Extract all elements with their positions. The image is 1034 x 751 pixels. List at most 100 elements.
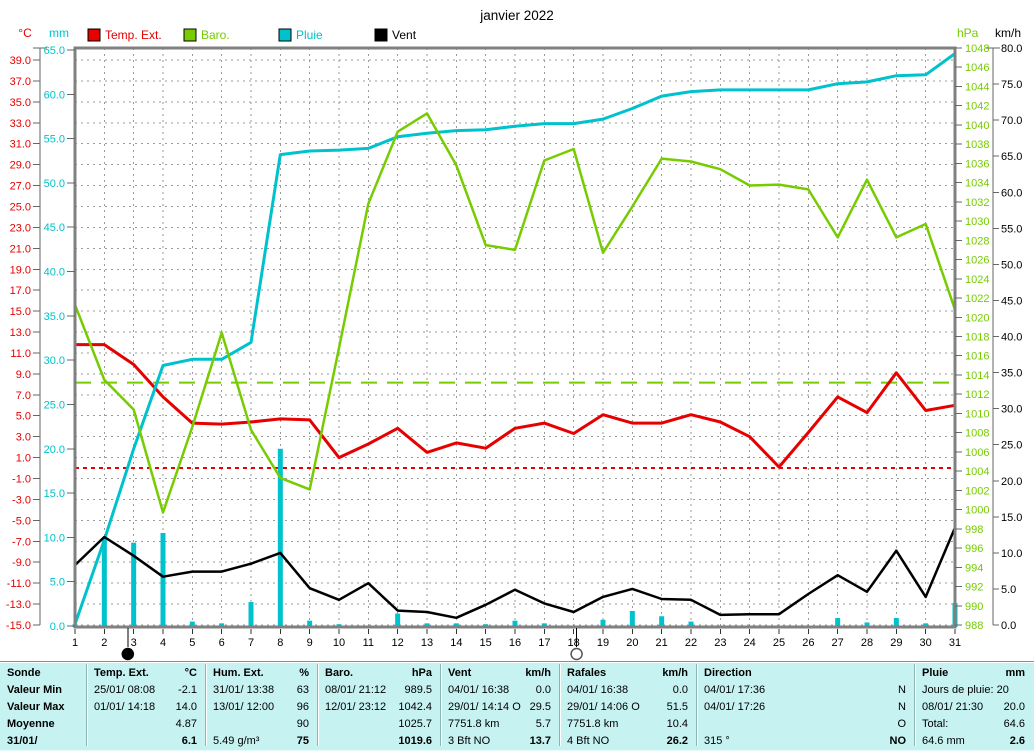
baro-axis-tick-label: 998 [965, 524, 983, 536]
temp-axis-tick-label: 11.0 [10, 348, 31, 360]
wind-axis-tick-label: 5.0 [1001, 584, 1016, 596]
row-label-valeur-max: Valeur Max [7, 701, 65, 713]
rain-daily-bar [424, 623, 430, 627]
table-column-rafales: Rafales km/h 04/01/ 16:38 0.0 29/01/ 14:06 O… [560, 665, 697, 750]
temp-axis-tick-label: -9.0 [12, 557, 31, 569]
table-cell-value: 10.4 [666, 718, 688, 730]
table-cell-text: 64.6 mm [922, 735, 965, 747]
wind-axis-tick-label: 75.0 [1001, 79, 1022, 91]
rain-daily-bar [453, 623, 459, 627]
rain-daily-bar [835, 618, 841, 627]
table-cell-text: 01/01/ 14:18 [94, 701, 156, 713]
day-label: 25 [773, 637, 785, 649]
table-cell-text: 29/01/ 14:14 O [448, 701, 521, 713]
legend-swatch-baro [183, 28, 197, 42]
row-label-valeur-min: Valeur Min [7, 684, 63, 696]
table-cell-value: 96 [296, 701, 309, 713]
table-header-title: Vent [448, 667, 472, 679]
rain-daily-bar [160, 532, 166, 627]
baro-axis-tick-label: 1026 [965, 255, 989, 267]
rain-daily-bar [659, 616, 665, 627]
table-cell-value: NO [889, 735, 907, 747]
table-cell-text: 5.49 g/m³ [213, 735, 260, 747]
rain-axis-tick-label: 20.0 [44, 444, 65, 456]
temp-axis-tick-label: 7.0 [16, 390, 31, 402]
table-cell-value: 29.5 [529, 701, 551, 713]
day-label: 30 [920, 637, 932, 649]
table-cell-text: 04/01/ 16:38 [567, 684, 629, 696]
table-column-divider [559, 664, 561, 746]
day-label: 7 [248, 637, 254, 649]
baro-axis-tick-label: 1008 [965, 428, 989, 440]
temp-axis-tick-label: 35.0 [10, 97, 31, 109]
wind-axis-tick-label: 60.0 [1001, 187, 1022, 199]
day-label: 10 [333, 637, 345, 649]
legend-label-temp: Temp. Ext. [105, 28, 162, 42]
baro-axis-tick-label: 1036 [965, 158, 989, 170]
baro-axis-tick-label: 1000 [965, 505, 989, 517]
table-row: 04/01/ 16:38 0.0 [560, 682, 697, 699]
table-column-baro: Baro. hPa 08/01/ 21:12 989.5 12/01/ 23:12 104… [318, 665, 441, 750]
table-cell-value: 6.1 [181, 735, 197, 747]
table-row: 08/01/ 21:30 20.0 [915, 699, 1034, 716]
wind-axis-tick-label: 55.0 [1001, 223, 1022, 235]
wind-axis-tick-label: 80.0 [1001, 43, 1022, 55]
rain-daily-bar [248, 602, 254, 627]
legend-swatch-temp [87, 28, 101, 42]
rain-daily-bar [512, 620, 518, 627]
day-label: 23 [714, 637, 726, 649]
baro-axis-tick-label: 996 [965, 543, 983, 555]
table-header-row: Direction [697, 665, 915, 682]
baro-axis-tick-label: 1004 [965, 466, 989, 478]
temp-axis-tick-label: 3.0 [16, 432, 31, 444]
rain-daily-bar [923, 623, 929, 627]
rain-axis-tick-label: 50.0 [44, 178, 65, 190]
stats-table: Sonde Valeur Min Valeur Max Moyenne 31/01/Te… [0, 661, 1034, 751]
table-header-unit: °C [184, 667, 197, 679]
legend-label-wind: Vent [392, 28, 417, 42]
plot-area: -15.0 -13.0 -11.0 -9.0 -7.0 -5.0 -3.0 -1.0 1.0 3.… [6, 43, 1022, 661]
table-column-sonde: Sonde Valeur Min Valeur Max Moyenne 31/01/ [0, 665, 87, 750]
day-label: 16 [509, 637, 521, 649]
rain-axis-tick-label: 65.0 [44, 45, 65, 57]
table-column-vent: Vent km/h 04/01/ 16:38 0.0 29/01/ 14:14 O 29.… [441, 665, 560, 750]
rain-axis-tick-label: 25.0 [44, 399, 65, 411]
temp-axis-tick-label: 17.0 [10, 285, 31, 297]
rain-axis-tick-label: 5.0 [50, 577, 65, 589]
rain-axis-tick-label: 55.0 [44, 134, 65, 146]
day-label: 8 [277, 637, 283, 649]
baro-axis-tick-label: 1010 [965, 408, 989, 420]
wind-axis-tick-label: 25.0 [1001, 440, 1022, 452]
rain-axis-tick-label: 30.0 [44, 355, 65, 367]
table-cell-value: 63 [296, 684, 309, 696]
table-header-row: Hum. Ext.% [206, 665, 318, 682]
table-cell-text: 315 ° [704, 735, 730, 747]
table-cell-value: 90 [296, 718, 309, 730]
rain-axis-tick-label: 10.0 [44, 532, 65, 544]
table-cell-value: 0.0 [672, 684, 688, 696]
table-cell-text: 12/01/ 23:12 [325, 701, 387, 713]
table-row: 1025.7 [318, 716, 441, 733]
table-cell-text: 13/01/ 12:00 [213, 701, 275, 713]
table-row: 1019.6 [318, 733, 441, 750]
temp-axis-tick-label: 33.0 [10, 118, 31, 130]
table-cell-value: N [898, 684, 906, 696]
table-column-divider [696, 664, 698, 746]
temp-axis-tick-label: 13.0 [10, 327, 31, 339]
table-header-title: Temp. Ext. [94, 667, 149, 679]
rain-line [73, 52, 956, 625]
table-cell-text: 08/01/ 21:30 [922, 701, 984, 713]
table-cell-value: 20.0 [1003, 701, 1025, 713]
baro-line [73, 112, 957, 514]
wind-axis-tick-label: 70.0 [1001, 115, 1022, 127]
baro-axis-tick-label: 1034 [965, 178, 989, 190]
day-label: 4 [160, 637, 166, 649]
legend-swatch-wind [374, 28, 388, 42]
table-row-label: Valeur Max [0, 699, 87, 716]
wind-axis-tick-label: 65.0 [1001, 151, 1022, 163]
table-cell-text: 08/01/ 21:12 [325, 684, 387, 696]
table-header-row: Rafales km/h [560, 665, 697, 682]
temp-axis-tick-label: -11.0 [7, 578, 31, 590]
rain-daily-bar [307, 620, 313, 627]
axis-caption-temp: °C [18, 26, 32, 40]
